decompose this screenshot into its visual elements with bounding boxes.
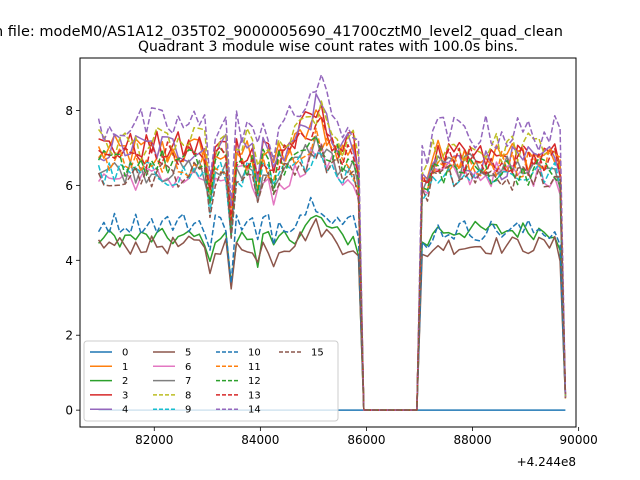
series-layer [97, 73, 567, 411]
legend-label-10: 10 [248, 348, 261, 359]
legend-label-5: 5 [185, 348, 191, 359]
y-tick-label: 4 [65, 254, 73, 268]
legend-label-14: 14 [248, 405, 261, 416]
series-line-3 [98, 104, 567, 411]
chart-title: Quadrant 3 module wise count rates with … [138, 39, 518, 55]
series-line-8 [97, 100, 567, 411]
legend-label-3: 3 [122, 390, 128, 401]
x-tick-label: 88000 [453, 433, 491, 447]
series-line-13 [98, 115, 567, 411]
legend-frame [83, 340, 339, 422]
x-axis: 82000 84000 86000 88000 90000 [135, 427, 598, 447]
series-line-4 [98, 93, 567, 411]
y-tick-label: 8 [65, 104, 73, 118]
legend-label-9: 9 [185, 405, 191, 416]
x-tick-label: 82000 [135, 433, 173, 447]
legend-label-12: 12 [248, 376, 261, 387]
y-tick-label: 2 [65, 329, 73, 343]
header-text: n file: modeM0/AS1A12_035T02_9000005690_… [0, 24, 563, 40]
legend-label-1: 1 [122, 362, 128, 373]
legend-label-2: 2 [122, 376, 128, 387]
series-line-14 [97, 73, 567, 411]
series-line-2 [98, 214, 567, 411]
series-line-15 [97, 143, 567, 411]
series-line-11 [97, 127, 567, 411]
x-tick-label: 84000 [241, 433, 279, 447]
legend-label-6: 6 [185, 362, 191, 373]
plot-frame [79, 57, 577, 428]
series-line-5 [97, 218, 567, 411]
legend-label-4: 4 [122, 405, 128, 416]
x-tick-label: 86000 [347, 433, 385, 447]
y-tick-label: 0 [65, 404, 73, 418]
y-tick-label: 6 [65, 179, 73, 193]
series-line-10 [97, 196, 567, 411]
legend-label-13: 13 [248, 390, 261, 401]
legend-label-0: 0 [122, 348, 128, 359]
legend-label-7: 7 [185, 376, 191, 387]
legend-label-8: 8 [185, 390, 191, 401]
x-tick-label: 90000 [560, 433, 598, 447]
legend-label-15: 15 [311, 348, 324, 359]
legend-label-11: 11 [248, 362, 261, 373]
series-line-7 [98, 135, 567, 411]
x-offset-text: +4.244e8 [517, 455, 576, 469]
y-axis: 0 2 4 6 8 [65, 104, 80, 418]
series-line-9 [97, 151, 567, 411]
